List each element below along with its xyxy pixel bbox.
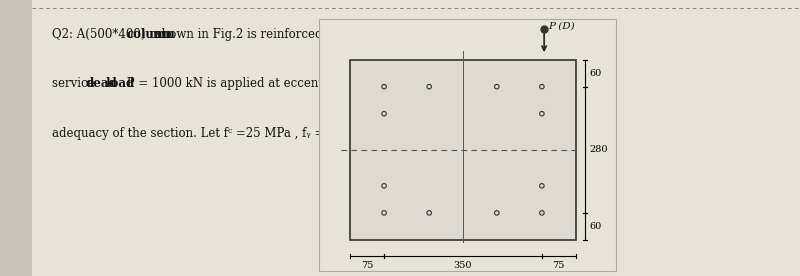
Circle shape: [382, 184, 386, 188]
Circle shape: [382, 211, 386, 215]
Text: dead: dead: [86, 77, 117, 90]
Text: P (D): P (D): [549, 21, 575, 30]
Text: 350: 350: [454, 261, 472, 270]
Text: adequacy of the section. Let fᶜ =25 MPa , fᵧ =400MPa.: adequacy of the section. Let fᶜ =25 MPa …: [52, 127, 377, 140]
Circle shape: [494, 84, 499, 89]
Circle shape: [540, 84, 544, 89]
Text: service: service: [52, 77, 98, 90]
Text: 75: 75: [553, 261, 565, 270]
Circle shape: [540, 184, 544, 188]
FancyBboxPatch shape: [32, 0, 800, 276]
Text: 60: 60: [590, 69, 602, 78]
Circle shape: [540, 211, 544, 215]
Text: column: column: [127, 28, 176, 41]
Circle shape: [382, 112, 386, 116]
Text: 280: 280: [590, 145, 608, 154]
Text: shown in Fig.2 is reinforced with 12 Ø 32mm bars. The applied: shown in Fig.2 is reinforced with 12 Ø 3…: [152, 28, 533, 41]
Text: Q2: A(500*400) mm: Q2: A(500*400) mm: [52, 28, 175, 41]
Circle shape: [427, 211, 431, 215]
Text: 75: 75: [361, 261, 374, 270]
Bar: [350, 60, 576, 240]
Text: 60: 60: [590, 222, 602, 231]
Circle shape: [494, 211, 499, 215]
Circle shape: [540, 112, 544, 116]
Circle shape: [427, 84, 431, 89]
Text: load: load: [102, 77, 134, 90]
Text: P = 1000 kN is applied at eccentricities (eₓ= eᵧ=200mm). Check the: P = 1000 kN is applied at eccentricities…: [122, 77, 536, 90]
Circle shape: [382, 84, 386, 89]
